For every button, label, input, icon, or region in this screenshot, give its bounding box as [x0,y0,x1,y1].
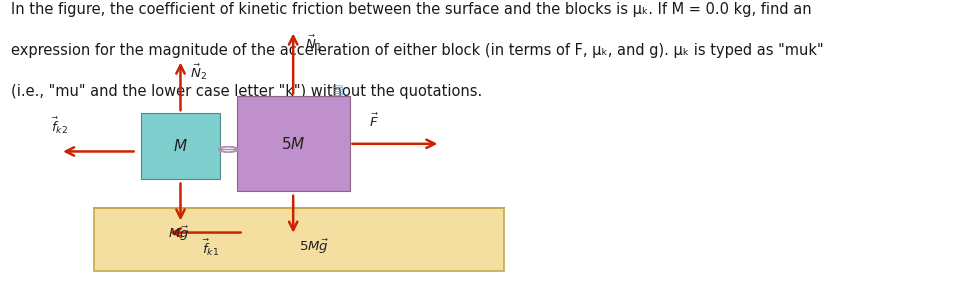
Bar [94,208,504,271]
Text: $\vec{N}_1$: $\vec{N}_1$ [305,34,322,53]
Text: $\vec{F}$: $\vec{F}$ [369,113,378,130]
Text: ▤: ▤ [332,84,344,97]
Bar [141,113,220,179]
Text: $5M\vec{g}$: $5M\vec{g}$ [299,237,329,256]
Text: $5M$: $5M$ [281,136,306,152]
Bar [237,96,350,191]
Text: $\vec{N}_2$: $\vec{N}_2$ [190,63,207,82]
Text: expression for the magnitude of the acceleration of either block (in terms of F,: expression for the magnitude of the acce… [11,43,824,58]
Text: $M\vec{g}$: $M\vec{g}$ [168,225,189,243]
Text: $M$: $M$ [173,138,188,154]
Text: (i.e., "mu" and the lower case letter "k") without the quotations.: (i.e., "mu" and the lower case letter "k… [11,84,482,99]
Text: In the figure, the coefficient of kinetic friction between the surface and the b: In the figure, the coefficient of kineti… [11,2,812,17]
Text: $\vec{f}_{k2}$: $\vec{f}_{k2}$ [51,116,68,136]
Text: $\vec{f}_{k1}$: $\vec{f}_{k1}$ [202,237,219,258]
